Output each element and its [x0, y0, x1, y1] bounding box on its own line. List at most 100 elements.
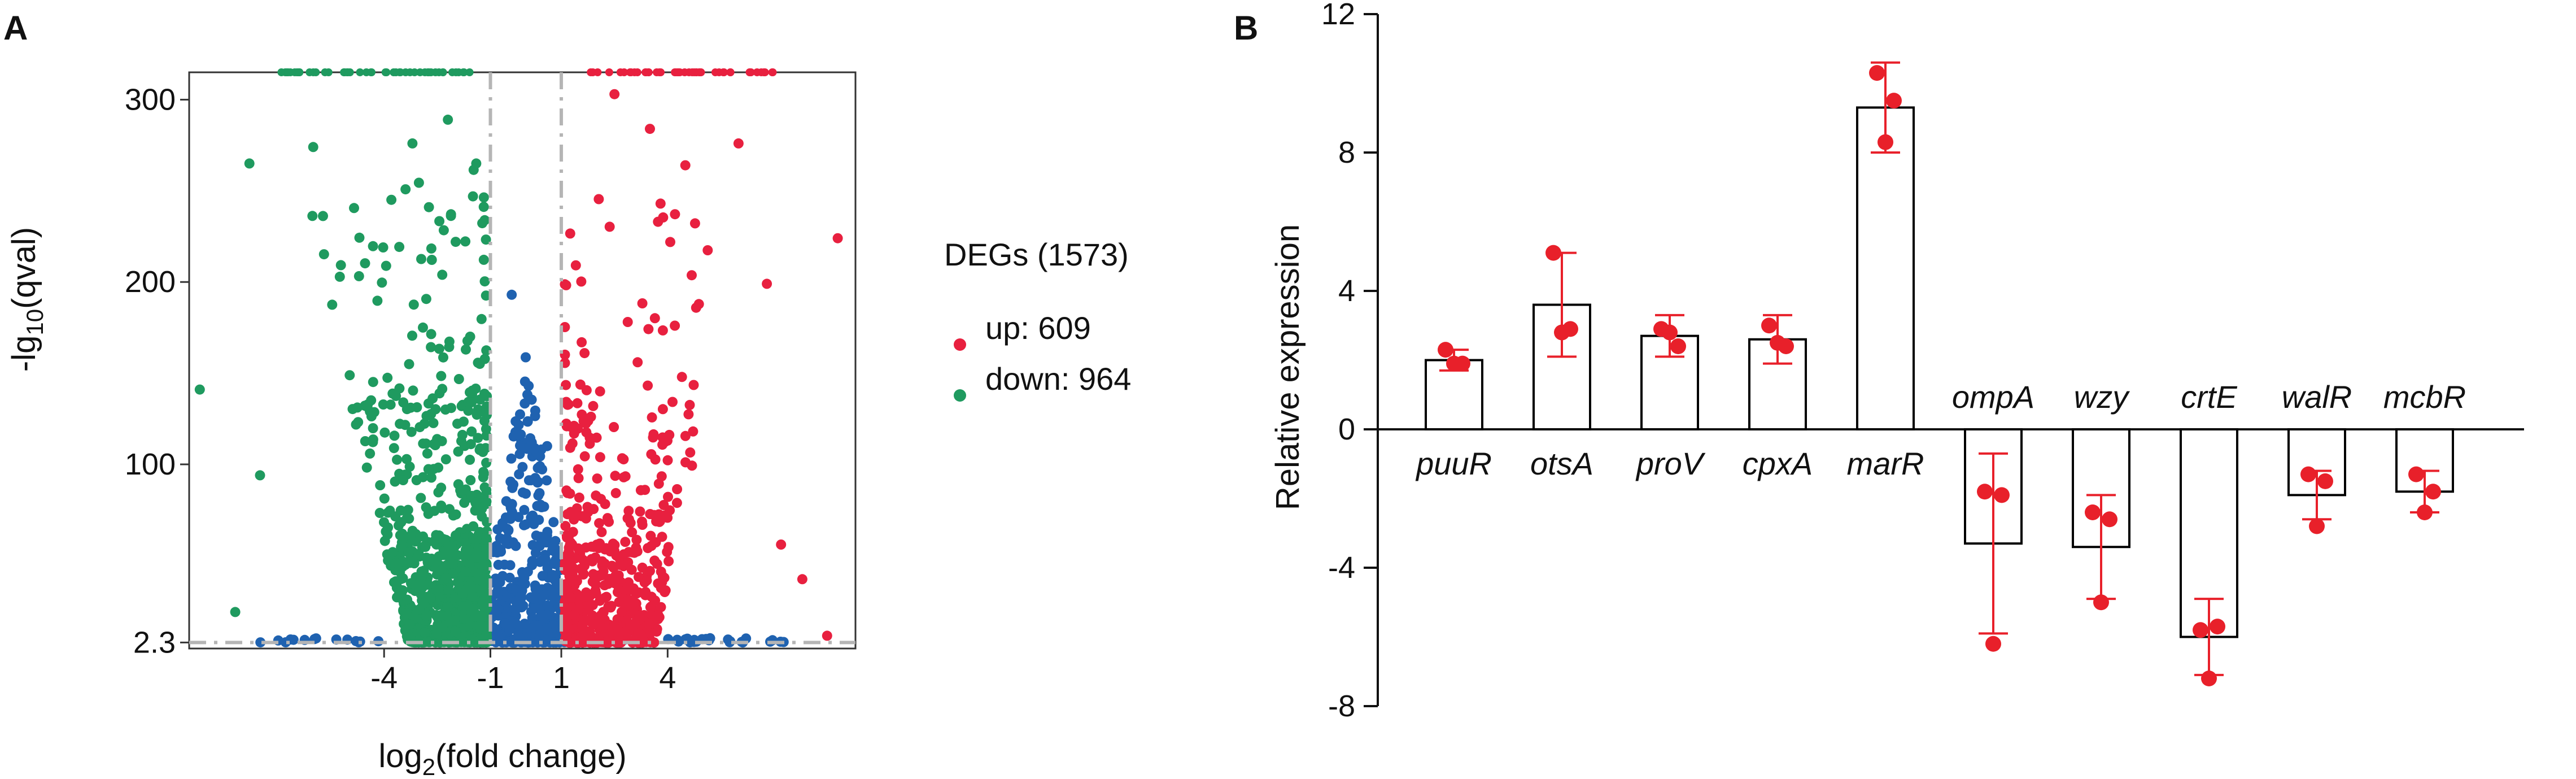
- point-up: [687, 460, 697, 471]
- point-not-sig: [514, 469, 525, 480]
- point-down: [381, 260, 391, 271]
- point-down: [426, 472, 436, 483]
- point-down: [447, 559, 457, 569]
- legend-up-label: up: 609: [985, 310, 1091, 346]
- point-down: [426, 342, 436, 352]
- point-not-sig: [505, 476, 516, 487]
- point-down: [391, 578, 402, 589]
- replicate-point-mcbR: [2408, 466, 2424, 482]
- point-down-clipped: [431, 68, 440, 76]
- point-not-sig: [505, 560, 516, 571]
- point-down-clipped: [340, 68, 349, 76]
- point-not-sig: [552, 578, 562, 589]
- point-down: [447, 541, 457, 551]
- point-up-clipped: [753, 68, 761, 76]
- point-down: [360, 436, 370, 446]
- point-up: [643, 380, 653, 391]
- point-not-sig: [538, 554, 548, 565]
- point-up: [595, 452, 605, 463]
- point-not-sig: [550, 536, 561, 546]
- legend-a: DEGs (1573) up: 609 down: 964: [944, 237, 1131, 402]
- point-down: [449, 615, 460, 626]
- point-up: [635, 485, 646, 495]
- point-not-sig: [255, 637, 266, 648]
- point-down: [390, 476, 400, 487]
- point-up: [627, 527, 638, 538]
- point-up: [592, 473, 602, 484]
- point-down: [459, 498, 470, 508]
- point-not-sig: [514, 449, 525, 459]
- point-up: [646, 541, 657, 551]
- point-up: [593, 194, 604, 204]
- point-down: [465, 454, 475, 465]
- point-down: [366, 411, 377, 421]
- point-not-sig: [535, 532, 546, 542]
- y-tick-label-b: 0: [1338, 412, 1355, 446]
- replicate-point-puuR: [1446, 355, 1462, 372]
- point-up: [575, 379, 586, 390]
- point-up: [565, 537, 576, 548]
- point-up: [623, 594, 634, 604]
- point-up: [609, 422, 619, 432]
- point-up: [579, 629, 590, 639]
- point-up-clipped: [745, 68, 754, 76]
- point-down: [457, 429, 468, 440]
- point-down: [434, 551, 444, 562]
- point-down: [381, 526, 391, 537]
- point-up: [622, 317, 633, 327]
- point-up: [609, 89, 620, 99]
- point-down: [453, 374, 464, 384]
- point-not-sig: [504, 572, 515, 583]
- point-up: [647, 412, 657, 423]
- point-up: [579, 560, 590, 571]
- point-down: [387, 547, 398, 558]
- gene-label-puuR: puuR: [1415, 446, 1492, 481]
- replicate-point-otsA: [1545, 245, 1561, 261]
- point-up: [671, 498, 682, 508]
- point-up: [663, 491, 673, 502]
- point-down: [466, 397, 477, 407]
- point-up: [566, 421, 577, 432]
- point-down: [478, 254, 489, 265]
- point-down: [420, 627, 430, 638]
- point-down: [404, 513, 414, 524]
- point-up: [565, 442, 575, 453]
- point-down-clipped: [367, 68, 375, 76]
- point-not-sig: [530, 584, 541, 594]
- point-up: [641, 575, 652, 586]
- point-up: [602, 513, 613, 524]
- point-up: [569, 610, 579, 620]
- gene-label-walR: walR: [2282, 379, 2352, 415]
- point-down: [438, 225, 449, 236]
- y-tick-label-b: 8: [1338, 136, 1355, 169]
- point-up: [822, 630, 832, 641]
- point-down: [403, 504, 413, 515]
- point-not-sig: [532, 477, 543, 488]
- replicate-point-crtE: [2210, 619, 2225, 635]
- point-up: [632, 357, 643, 368]
- point-down: [426, 329, 436, 340]
- point-up: [652, 610, 663, 621]
- point-down: [413, 549, 424, 560]
- point-down: [437, 622, 448, 633]
- point-down: [405, 578, 416, 589]
- point-not-sig: [532, 620, 543, 631]
- point-not-sig: [530, 547, 541, 558]
- point-up: [597, 614, 608, 624]
- point-down: [436, 371, 447, 381]
- y-axis-b: -8 -4 0 4 8 12: [1321, 0, 1378, 723]
- x-axis-a: -4 -1 1 4: [370, 649, 676, 695]
- point-up: [580, 591, 591, 602]
- point-not-sig: [542, 475, 552, 486]
- point-up: [594, 518, 605, 529]
- point-not-sig: [537, 571, 548, 581]
- point-down: [392, 454, 402, 465]
- point-down: [468, 521, 479, 532]
- point-down: [394, 587, 405, 598]
- point-down-clipped: [465, 68, 474, 76]
- point-down: [421, 611, 431, 621]
- point-down: [255, 470, 265, 481]
- y-axis-title-a: -lg10(qval): [6, 227, 48, 372]
- point-down: [407, 330, 417, 341]
- point-down: [461, 566, 471, 577]
